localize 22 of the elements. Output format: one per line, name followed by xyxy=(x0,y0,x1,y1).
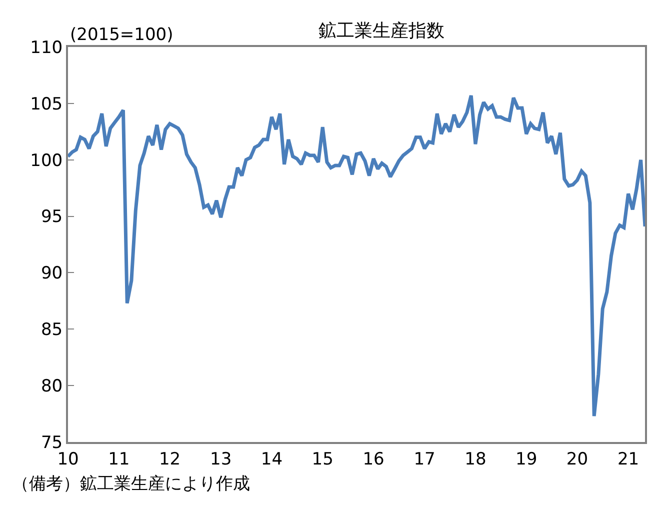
text: (2015=100) xyxy=(70,25,174,45)
y-tick-label: 105 xyxy=(30,94,63,114)
x-tick-label: 15 xyxy=(312,449,334,470)
x-tick-label: 19 xyxy=(516,449,538,470)
x-tick-label: 11 xyxy=(108,449,130,470)
x-tick-label: 20 xyxy=(566,449,588,470)
y-tick-label: 90 xyxy=(40,264,63,284)
x-tick-label: 21 xyxy=(617,449,640,470)
x-tick-label: 17 xyxy=(414,449,436,470)
y-tick-label: 110 xyxy=(30,38,63,58)
y-tick-label: 95 xyxy=(40,207,63,228)
x-tick-label: 14 xyxy=(260,449,283,470)
x-tick-label: 16 xyxy=(362,449,384,470)
y-tick-label: 100 xyxy=(30,150,63,171)
x-tick-label: 18 xyxy=(464,449,486,470)
x-tick-label: 13 xyxy=(210,449,232,470)
chart-title: 鉱工業生産指数 xyxy=(318,20,445,42)
text: （備考）鉱工業生産により作成 xyxy=(12,474,250,494)
y-tick-label: 80 xyxy=(40,376,63,397)
line-series xyxy=(68,94,645,418)
y-tick-label: 85 xyxy=(40,320,63,340)
x-tick-label: 12 xyxy=(158,449,181,470)
